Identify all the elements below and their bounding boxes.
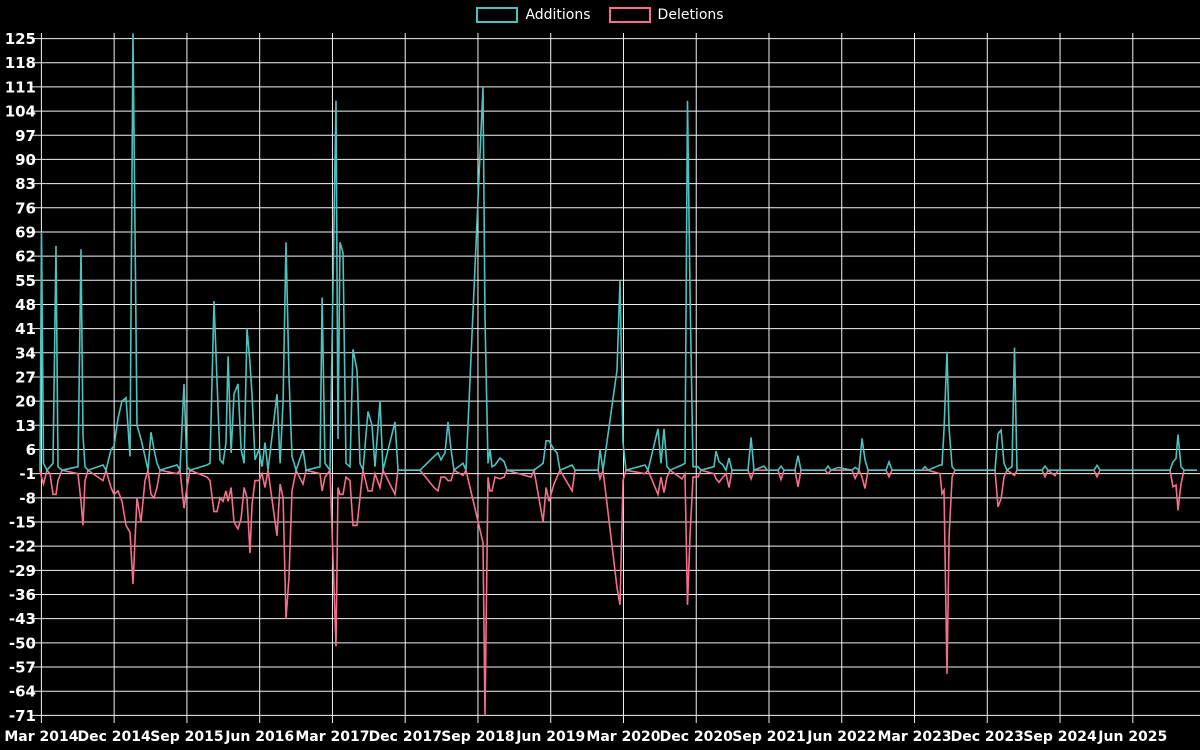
y-tick-label: -29 (9, 562, 36, 580)
x-tick-label: Mar 2023 (877, 729, 951, 745)
y-tick-label: 104 (5, 103, 36, 121)
additions-line (39, 33, 1197, 473)
legend-item-additions: Additions (476, 7, 591, 23)
y-tick-label: 6 (26, 441, 36, 459)
y-tick-label: 62 (15, 248, 36, 266)
x-tick-label: Dec 2014 (78, 729, 152, 745)
plot-grid (30, 33, 1200, 723)
y-tick-label: -1 (19, 465, 36, 483)
plot-series (39, 33, 1197, 716)
y-tick-label: 83 (15, 175, 36, 193)
y-tick-label: -15 (9, 513, 36, 531)
y-tick-label: -36 (9, 586, 36, 604)
x-tick-label: Mar 2014 (4, 729, 78, 745)
y-tick-label: -71 (9, 707, 36, 725)
x-axis-labels: Mar 2014 Dec 2014 Sep 2015 Jun 2016 Mar 2017… (4, 729, 1167, 745)
y-tick-label: -22 (9, 538, 36, 556)
x-tick-label: Jun 2025 (1097, 729, 1167, 745)
y-tick-label: 13 (15, 417, 36, 435)
y-axis-labels: 125 118 111 104 97 90 83 76 69 62 55 48 41 34 27 20 13 6 -… (5, 30, 36, 725)
y-tick-label: 111 (5, 78, 36, 96)
deletions-legend-label: Deletions (657, 7, 724, 23)
y-tick-label: 20 (15, 393, 36, 411)
x-tick-label: Jun 2019 (515, 729, 585, 745)
additions-legend-label: Additions (525, 7, 591, 23)
y-tick-label: -8 (19, 489, 36, 507)
y-tick-label: -64 (9, 683, 36, 701)
chart-legend: Additions Deletions (0, 7, 1200, 23)
x-tick-label: Dec 2023 (951, 729, 1024, 745)
x-tick-label: Mar 2017 (295, 729, 369, 745)
x-tick-label: Sep 2018 (441, 729, 514, 745)
y-tick-label: 48 (15, 296, 36, 314)
y-tick-label: 118 (5, 54, 36, 72)
y-tick-label: 90 (15, 151, 36, 169)
x-tick-label: Sep 2021 (732, 729, 805, 745)
y-tick-label: 69 (15, 223, 36, 241)
x-tick-label: Jun 2022 (806, 729, 876, 745)
x-tick-label: Dec 2020 (660, 729, 734, 745)
y-tick-label: -57 (9, 659, 36, 677)
y-tick-label: 41 (15, 320, 36, 338)
x-tick-label: Dec 2017 (369, 729, 442, 745)
x-tick-label: Sep 2015 (150, 729, 223, 745)
y-tick-label: 55 (15, 272, 36, 290)
y-tick-label: 125 (5, 30, 36, 48)
y-tick-label: 97 (15, 127, 36, 145)
x-tick-label: Mar 2020 (586, 729, 660, 745)
x-tick-label: Sep 2024 (1023, 729, 1097, 745)
deletions-swatch-icon (608, 7, 651, 23)
y-tick-label: 76 (15, 199, 36, 217)
x-tick-label: Jun 2016 (224, 729, 294, 745)
y-tick-label: 34 (15, 344, 36, 362)
legend-item-deletions: Deletions (608, 7, 724, 23)
deletions-line (39, 467, 1197, 716)
y-tick-label: -43 (9, 610, 36, 628)
y-tick-label: -50 (9, 634, 36, 652)
additions-swatch-icon (476, 7, 519, 23)
y-tick-label: 27 (15, 368, 36, 386)
